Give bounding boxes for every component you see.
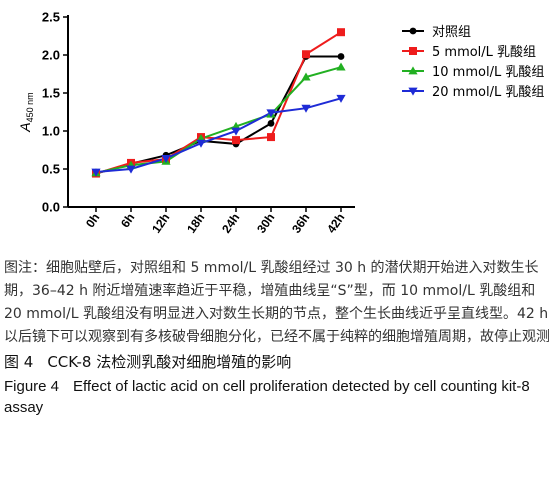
y-tick-label: 1.5 [42, 86, 60, 101]
series-4-point [266, 109, 276, 118]
series-2-point [337, 28, 345, 37]
y-tick-label: 1.0 [42, 124, 60, 139]
y-axis-label-main: A [17, 122, 33, 132]
y-axis-label-sub: 450 nm [25, 92, 35, 122]
series-4-point [91, 168, 101, 177]
series-line-2 [95, 31, 342, 175]
figure-number-en: Figure 4 [4, 378, 60, 395]
legend-label-3: 10 mmol/L 乳酸组 [432, 65, 544, 80]
series-line-3 [95, 66, 342, 174]
series-2-point [302, 50, 310, 59]
x-tick-label: 24h [219, 211, 242, 236]
series-2-point [232, 136, 240, 145]
series-1-point [267, 120, 275, 127]
legend-label-2: 5 mmol/L 乳酸组 [432, 45, 536, 60]
x-tick-label: 6h [118, 211, 138, 231]
figure-number-cn: 图 4 [4, 353, 34, 371]
series-line-4 [95, 97, 342, 174]
x-tick-label: 18h [184, 211, 207, 236]
series-line-1 [95, 55, 341, 175]
line-chart: 0.0 0.5 1.0 1.5 2.0 2.5 0h 6h 12h 18h 24h 30h 36h 42h… [17, 10, 544, 236]
legend-label-1: 对照组 [432, 25, 471, 40]
series-4-point [301, 104, 311, 113]
figure-title-en: Figure 4 Effect of lactic acid on cell pr… [4, 376, 550, 418]
series-3-point [301, 72, 311, 81]
series-4-point [126, 165, 136, 174]
figure-caption: 图注：细胞贴壁后，对照组和 5 mmol/L 乳酸组经过 30 h 的潜伏期开始… [4, 257, 550, 418]
x-tick-label: 42h [324, 211, 347, 236]
series-4-point [231, 127, 241, 136]
series-3-point [336, 62, 346, 71]
figure-title-en-text: Effect of lactic acid on cell proliferat… [4, 378, 530, 416]
series-1-point [337, 53, 345, 60]
series-4-point [161, 154, 171, 163]
legend-label-4: 20 mmol/L 乳酸组 [432, 85, 544, 100]
y-axis-label: A450 nm [17, 92, 35, 132]
figure-note: 图注：细胞贴壁后，对照组和 5 mmol/L 乳酸组经过 30 h 的潜伏期开始… [4, 260, 550, 345]
legend-marker-2 [409, 47, 417, 55]
y-tick-label: 2.5 [42, 10, 60, 25]
x-tick-label: 30h [254, 211, 277, 236]
y-tick-label: 2.0 [42, 48, 60, 63]
series-4-point [196, 139, 206, 148]
series-4-point [336, 94, 346, 103]
legend-marker-3 [408, 66, 418, 75]
figure-title-cn: 图 4 CCK-8 法检测乳酸对细胞增殖的影响 [4, 351, 550, 374]
x-tick-label: 12h [149, 211, 172, 236]
figure-title-cn-text: CCK-8 法检测乳酸对细胞增殖的影响 [47, 353, 292, 371]
legend-marker-1 [409, 27, 417, 35]
y-tick-label: 0.5 [42, 162, 60, 177]
legend-marker-4 [408, 87, 418, 96]
x-tick-label: 36h [289, 211, 312, 236]
x-tick-label: 0h [83, 211, 103, 231]
chart-area: 0.0 0.5 1.0 1.5 2.0 2.5 0h 6h 12h 18h 24h 30h 36h 42h… [17, 10, 544, 236]
y-tick-label: 0.0 [42, 200, 60, 215]
series-2-point [267, 133, 275, 142]
